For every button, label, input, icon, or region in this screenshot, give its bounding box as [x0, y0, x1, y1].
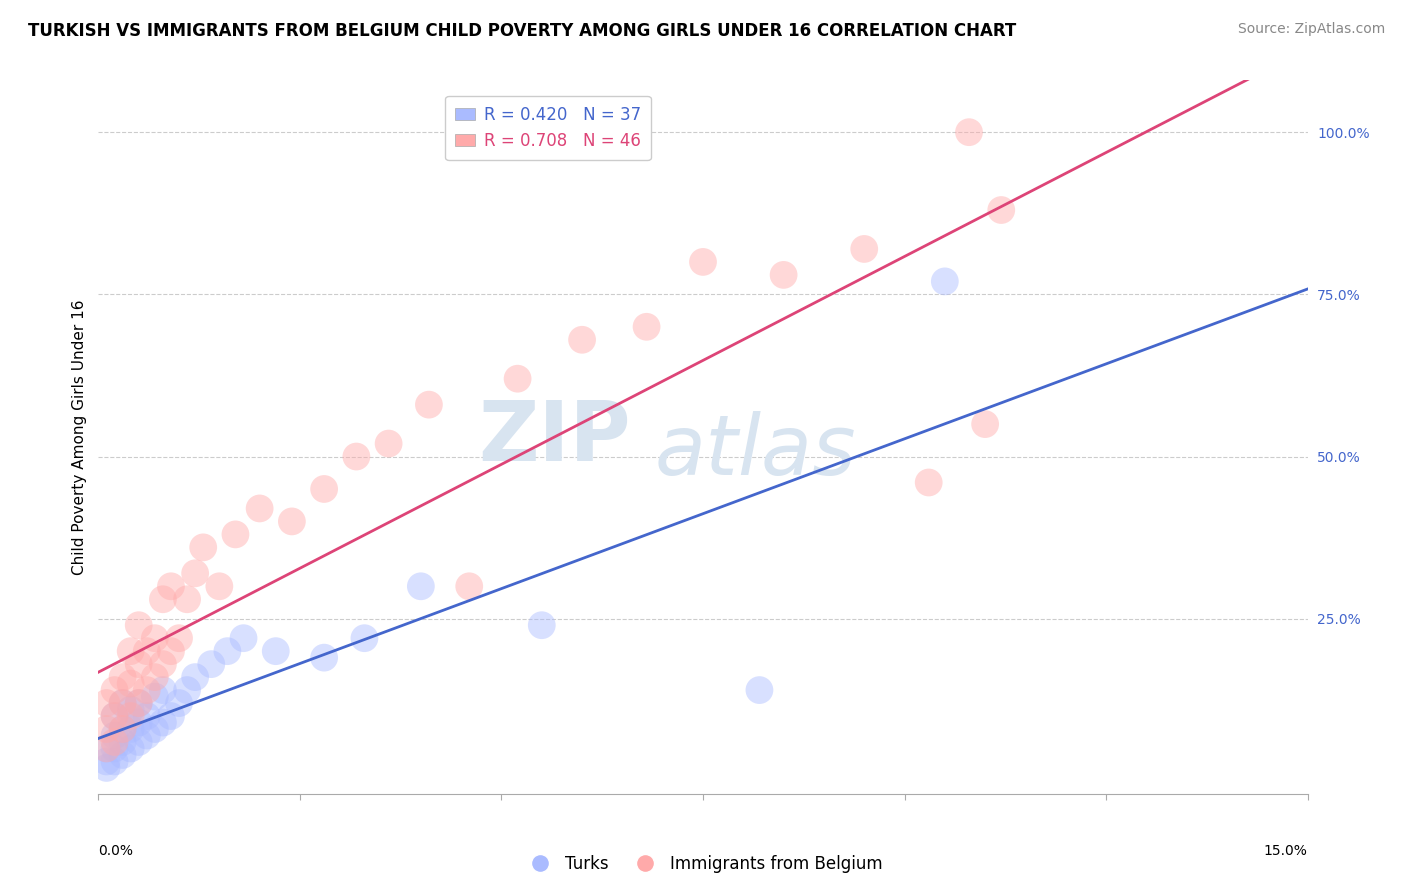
Point: [96, 741, 118, 756]
Point: [143, 631, 166, 645]
Point: [96, 696, 118, 710]
Legend: Turks, Immigrants from Belgium: Turks, Immigrants from Belgium: [516, 848, 890, 880]
Point: [530, 618, 553, 632]
Point: [184, 566, 207, 581]
Point: [692, 255, 714, 269]
Point: [111, 722, 134, 736]
Point: [281, 515, 304, 529]
Point: [314, 650, 336, 665]
Point: [232, 631, 254, 645]
Point: [135, 683, 157, 698]
Legend: R = 0.420   N = 37, R = 0.708   N = 46: R = 0.420 N = 37, R = 0.708 N = 46: [446, 95, 651, 160]
Point: [103, 735, 125, 749]
Point: [748, 683, 770, 698]
Point: [120, 644, 142, 658]
Point: [571, 333, 593, 347]
Point: [193, 541, 215, 555]
Text: 15.0%: 15.0%: [1264, 844, 1308, 858]
Point: [111, 735, 134, 749]
Point: [377, 436, 399, 450]
Point: [120, 722, 142, 736]
Point: [111, 696, 134, 710]
Point: [103, 741, 125, 756]
Point: [152, 683, 174, 698]
Point: [143, 722, 166, 736]
Point: [353, 631, 375, 645]
Point: [458, 579, 481, 593]
Point: [128, 735, 150, 749]
Point: [160, 644, 183, 658]
Point: [111, 722, 134, 736]
Point: [344, 450, 367, 464]
Point: [217, 644, 239, 658]
Point: [111, 696, 134, 710]
Point: [934, 274, 956, 288]
Text: Source: ZipAtlas.com: Source: ZipAtlas.com: [1237, 22, 1385, 37]
Point: [853, 242, 876, 256]
Text: ZIP: ZIP: [478, 397, 630, 477]
Point: [152, 592, 174, 607]
Text: atlas: atlas: [655, 411, 856, 491]
Point: [264, 644, 287, 658]
Point: [128, 715, 150, 730]
Point: [772, 268, 794, 282]
Point: [103, 709, 125, 723]
Point: [120, 702, 142, 716]
Y-axis label: Child Poverty Among Girls Under 16: Child Poverty Among Girls Under 16: [72, 300, 87, 574]
Point: [120, 676, 142, 690]
Point: [96, 755, 118, 769]
Point: [418, 398, 440, 412]
Point: [96, 741, 118, 756]
Point: [409, 579, 432, 593]
Point: [120, 741, 142, 756]
Point: [918, 475, 941, 490]
Point: [143, 690, 166, 704]
Point: [128, 657, 150, 672]
Point: [152, 657, 174, 672]
Point: [957, 125, 980, 139]
Point: [103, 709, 125, 723]
Point: [103, 729, 125, 743]
Point: [200, 657, 222, 672]
Point: [128, 696, 150, 710]
Point: [506, 372, 529, 386]
Point: [974, 417, 997, 431]
Point: [111, 670, 134, 684]
Point: [184, 670, 207, 684]
Point: [143, 670, 166, 684]
Point: [135, 729, 157, 743]
Point: [160, 709, 183, 723]
Point: [103, 683, 125, 698]
Point: [314, 482, 336, 496]
Text: 0.0%: 0.0%: [98, 844, 134, 858]
Point: [96, 761, 118, 775]
Text: TURKISH VS IMMIGRANTS FROM BELGIUM CHILD POVERTY AMONG GIRLS UNDER 16 CORRELATIO: TURKISH VS IMMIGRANTS FROM BELGIUM CHILD…: [28, 22, 1017, 40]
Point: [208, 579, 231, 593]
Point: [167, 696, 190, 710]
Point: [135, 644, 157, 658]
Point: [103, 755, 125, 769]
Point: [176, 683, 198, 698]
Point: [111, 747, 134, 762]
Point: [120, 709, 142, 723]
Point: [636, 319, 658, 334]
Point: [96, 722, 118, 736]
Point: [135, 709, 157, 723]
Point: [128, 618, 150, 632]
Point: [224, 527, 246, 541]
Point: [160, 579, 183, 593]
Point: [167, 631, 190, 645]
Point: [990, 202, 1012, 217]
Point: [176, 592, 198, 607]
Point: [128, 696, 150, 710]
Point: [249, 501, 271, 516]
Point: [152, 715, 174, 730]
